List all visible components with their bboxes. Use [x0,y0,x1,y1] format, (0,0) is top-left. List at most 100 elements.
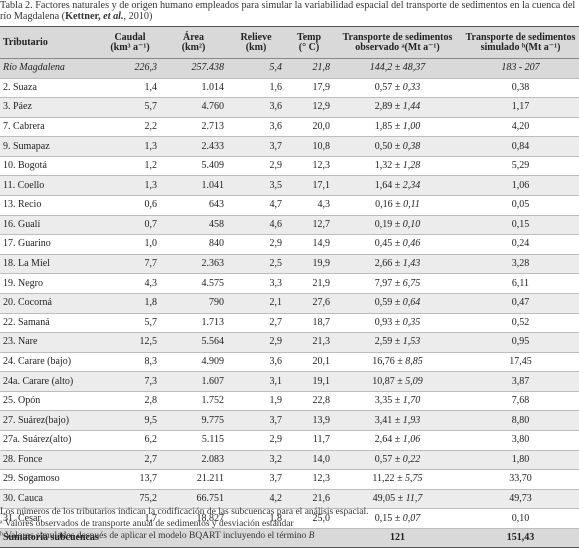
table-row: 27. Suárez(bajo) 9,5 9.775 3,7 13,9 3,41 ± 1,… [0,410,579,431]
cell-observado: 16,76 ± 8,85 [333,352,462,373]
cell-name: 17. Guarino [0,234,100,255]
cell-simulado: 0,47 [462,293,579,314]
cell-simulado: 3,28 [462,254,579,275]
observed-sd: ± 8,85 [397,355,423,367]
table-row: 23. Nare 12,5 5.564 2,9 21,3 2,59 ± 1,53 0,95 [0,332,579,353]
cell-simulado: 33,70 [462,469,579,490]
cell-caudal: 13,7 [100,469,160,490]
observed-mean: 0,50 [374,140,393,152]
cell-area: 643 [160,195,227,216]
cell-temp: 18,7 [285,313,333,334]
cell-name: 29. Sogamoso [0,469,100,490]
table-row: 16. Gualí 0,7 458 4,6 12,7 0,19 ± 0,10 0,15 [0,215,579,236]
table-notes: Los números de los tributarios indican l… [0,506,579,542]
cell-temp: 12,3 [285,156,333,177]
cell-caudal: 4,3 [100,273,160,294]
note-numbering: Los números de los tributarios indican l… [0,507,369,517]
table-row: 19. Negro 4,3 4.575 3,3 21,9 7,97 ± 6,75 6,11 [0,273,579,294]
header-row: Tributario Caudal (km³ a⁻¹) Área (km²) Rel… [0,26,579,59]
col-header-observado: Transporte de sedimentos observado ᵃ(Mt a… [333,26,462,59]
cell-relieve: 3,5 [227,175,285,197]
observed-sd: ± 5,75 [397,473,423,485]
cell-caudal: 1,4 [100,78,160,99]
observed-mean: 2,64 [374,434,393,446]
note-observed: ᵃ Valores observados de transporte anual… [0,519,294,529]
cell-relieve: 3,1 [227,371,285,392]
cell-relieve: 3,7 [227,469,285,490]
caption-prefix: Tabla 2. Factores naturales y de origen … [0,0,576,22]
cell-simulado: 7,68 [462,391,579,412]
observed-mean: 2,66 [374,258,393,270]
cell-caudal: 12,5 [100,332,160,353]
cell-caudal: 7,7 [100,254,160,275]
cell-observado: 0,16 ± 0,11 [333,195,462,216]
cell-caudal: 1,3 [100,136,160,157]
cell-name: 13. Recio [0,195,100,216]
observed-mean: 0,16 [375,199,393,211]
observed-sd: ± 1,06 [394,434,421,446]
cell-simulado: 49,73 [462,489,579,510]
observed-mean: 0,59 [374,297,393,309]
cell-observado: 0,19 ± 0,10 [333,215,462,236]
cell-temp: 21,9 [285,273,333,294]
cell-simulado: 0,95 [462,332,579,353]
cell-observado: 0,57 ± 0,33 [333,78,462,99]
cell-relieve: 3,7 [227,410,285,431]
cell-relieve: 3,6 [227,352,285,373]
observed-sd: ± 1,43 [394,258,421,270]
observed-sd: ± 1,70 [394,395,421,407]
cell-caudal: 7,3 [100,371,160,392]
cell-caudal: 1,2 [100,156,160,177]
cell-caudal: 6,2 [100,430,160,451]
cell-simulado: 17,45 [462,352,579,373]
cell-relieve: 2,1 [227,293,285,314]
cell-name: 31. Cesar [0,508,100,529]
table-row: 3. Páez 5,7 4.760 3,6 12,9 2,89 ± 1,44 1,17 [0,97,579,118]
cell-area: 18.827 [160,508,227,529]
sediment-table: Tributario Caudal (km³ a⁻¹) Área (km²) Rel… [0,26,579,548]
cell-name: 19. Negro [0,273,100,294]
cell-temp: 14,0 [285,450,333,471]
cell-area: 2.363 [160,254,227,275]
cell-simulado: 0,52 [462,313,579,334]
cell-relieve: 4,2 [227,489,285,510]
cell-area: 4.909 [160,352,227,373]
observed-sd: ± 11,7 [397,493,423,504]
observed-sd: ± 1,93 [394,414,421,426]
observed-sd: ± 0,11 [395,199,420,211]
cell-name: Río Magdalena [0,58,100,79]
cell-relieve: 2,7 [227,313,285,334]
cell-name: 3. Páez [0,97,100,118]
cell-simulado: 183 - 207 [462,58,579,79]
cell-name: 10. Bogotá [0,156,100,177]
note-simulated: ᵇ Valores simulados después de aplicar e… [0,531,315,541]
cell-name: 23. Nare [0,332,100,353]
cell-observado: 2,89 ± 1,44 [333,97,462,118]
cell-simulado: 0,05 [462,195,579,216]
cell-caudal: 0,6 [100,195,160,216]
cell-name: 27a. Suárez(alto) [0,430,100,451]
cell-simulado: 0,15 [462,215,579,236]
observed-sd: ± 1,53 [394,336,421,348]
cell-relieve: 3,7 [227,136,285,157]
cell-caudal: 0,7 [100,215,160,236]
observed-sd: ± 0,07 [394,512,421,524]
table-row: 28. Fonce 2,7 2.083 3,2 14,0 0,57 ± 0,22 1,80 [0,450,579,471]
cell-area: 2.713 [160,117,227,138]
cell-temp: 20,0 [285,117,333,138]
observed-sd: ± 1,28 [394,160,421,172]
cell-temp: 19,1 [285,371,333,392]
cell-name: 24a. Carare (alto) [0,371,100,392]
cell-observado: 0,93 ± 0,35 [333,313,462,334]
table-row: 11. Coello 1,3 1.041 3,5 17,1 1,64 ± 2,34 1,06 [0,175,579,197]
cell-temp: 12,9 [285,97,333,118]
cell-relieve: 4,7 [227,195,285,216]
observed-mean: 16,76 [372,355,395,367]
cell-simulado: 5,29 [462,156,579,177]
caption-suffix: , 2010) [123,11,153,22]
table-caption: Tabla 2. Factores naturales y de origen … [0,0,579,22]
cell-simulado: 0,24 [462,234,579,255]
cell-name: 27. Suárez(bajo) [0,410,100,431]
table-row: 25. Opón 2,8 1.752 1,9 22,8 3,35 ± 1,70 7,68 [0,391,579,412]
cell-name: 9. Sumapaz [0,136,100,157]
